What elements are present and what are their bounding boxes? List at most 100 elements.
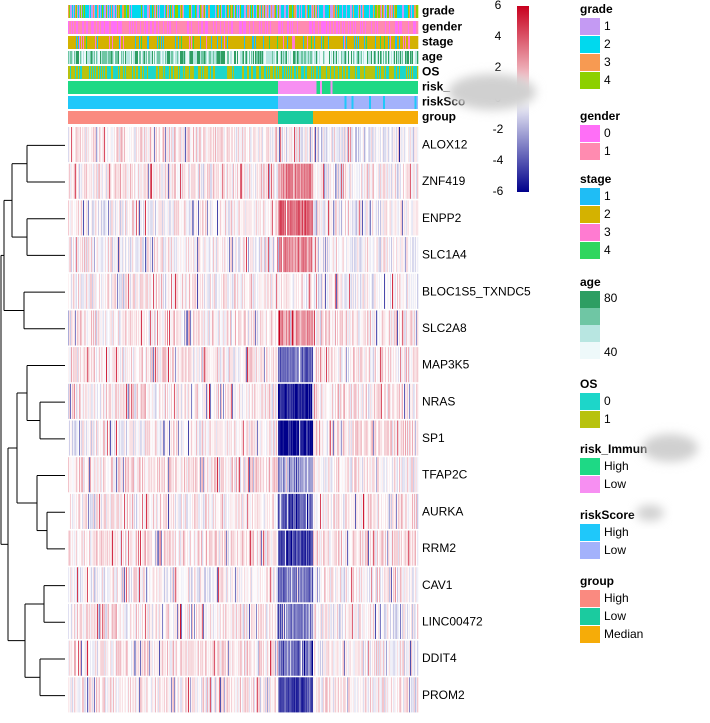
track-cell-OS xyxy=(318,66,320,79)
track-cell-OS xyxy=(128,66,130,79)
track-cell-gender xyxy=(343,21,345,34)
track-cell-OS xyxy=(126,66,128,79)
heatmap-cell xyxy=(148,310,150,346)
track-cell-OS xyxy=(349,66,351,79)
heatmap-cell xyxy=(351,200,353,236)
track-cell-grade xyxy=(79,5,81,18)
heatmap-cell xyxy=(112,127,114,163)
heatmap-cell xyxy=(77,163,79,199)
heatmap-cell xyxy=(301,383,303,419)
heatmap-cell xyxy=(117,383,119,419)
track-cell-age xyxy=(383,51,385,64)
heatmap-cell xyxy=(310,273,312,309)
heatmap-cell xyxy=(226,237,228,273)
heatmap-cell xyxy=(117,273,119,309)
heatmap-cell xyxy=(189,127,191,163)
heatmap-cell xyxy=(385,310,387,346)
track-cell-age xyxy=(287,51,289,64)
heatmap-cell xyxy=(173,127,175,163)
track-cell-gender xyxy=(111,21,113,34)
heatmap-cell xyxy=(334,347,336,383)
heatmap-cell xyxy=(97,457,99,493)
track-cell-age xyxy=(147,51,149,64)
track-cell-stage xyxy=(188,36,190,49)
heatmap-cell xyxy=(169,163,171,199)
heatmap-cell xyxy=(307,310,309,346)
heatmap-cell xyxy=(149,273,151,309)
heatmap-cell xyxy=(361,273,363,309)
track-cell-age xyxy=(347,51,349,64)
heatmap-cell xyxy=(387,237,389,273)
track-cell-grade xyxy=(174,5,176,18)
track-cell-age xyxy=(401,51,403,64)
heatmap-cell xyxy=(330,273,332,309)
track-cell-grade xyxy=(395,5,397,18)
heatmap-cell xyxy=(145,237,147,273)
heatmap-cell xyxy=(135,200,137,236)
heatmap-cell xyxy=(369,163,371,199)
track-cell-grade xyxy=(117,5,119,18)
track-cell-grade xyxy=(319,5,321,18)
heatmap-cell xyxy=(142,383,144,419)
track-cell-stage xyxy=(207,36,209,49)
heatmap-cell xyxy=(288,200,290,236)
heatmap-cell xyxy=(314,310,316,346)
heatmap-cell xyxy=(384,237,386,273)
track-block-group-low xyxy=(278,111,313,124)
heatmap-cell xyxy=(83,237,85,273)
track-cell-stage xyxy=(294,36,296,49)
track-cell-OS xyxy=(355,66,357,79)
heatmap-cell xyxy=(359,347,361,383)
heatmap-cell xyxy=(412,237,414,273)
heatmap-cell xyxy=(174,420,176,456)
track-block-risk_Immune-low xyxy=(278,81,317,94)
heatmap-cell xyxy=(199,127,201,163)
track-cell-age xyxy=(225,51,227,64)
heatmap-cell xyxy=(83,163,85,199)
track-cell-OS xyxy=(75,66,77,79)
heatmap-cell xyxy=(403,383,405,419)
track-cell-stage xyxy=(219,36,221,49)
heatmap-cell xyxy=(167,163,169,199)
heatmap-cell xyxy=(325,310,327,346)
track-cell-OS xyxy=(88,66,90,79)
heatmap-cell xyxy=(232,273,234,309)
track-cell-stage xyxy=(133,36,135,49)
heatmap-cell xyxy=(322,163,324,199)
track-cell-gender xyxy=(97,21,99,34)
track-cell-gender xyxy=(417,21,419,34)
heatmap-cell xyxy=(309,273,311,309)
heatmap-cell xyxy=(100,383,102,419)
heatmap-cell xyxy=(194,237,196,273)
track-cell-grade xyxy=(98,5,100,18)
track-cell-gender xyxy=(388,21,390,34)
heatmap-cell xyxy=(158,127,160,163)
track-cell-age xyxy=(107,51,109,64)
heatmap-cell xyxy=(262,163,264,199)
heatmap-cell xyxy=(290,347,292,383)
track-cell-OS xyxy=(235,66,237,79)
heatmap-cell xyxy=(244,127,246,163)
heatmap-cell xyxy=(130,237,132,273)
heatmap-cell xyxy=(394,200,396,236)
heatmap-cell xyxy=(225,163,227,199)
heatmap-cell xyxy=(178,347,180,383)
heatmap-cell xyxy=(121,273,123,309)
track-cell-OS xyxy=(348,66,350,79)
heatmap-cell xyxy=(228,420,230,456)
heatmap-cell xyxy=(93,237,95,273)
track-cell-OS xyxy=(324,66,326,79)
heatmap-cell xyxy=(369,273,371,309)
track-cell-age xyxy=(377,51,379,64)
track-cell-gender xyxy=(329,21,331,34)
track-cell-gender xyxy=(85,21,87,34)
heatmap-cell xyxy=(282,347,284,383)
heatmap-cell xyxy=(248,127,250,163)
track-cell-stage xyxy=(162,36,164,49)
heatmap-cell xyxy=(206,310,208,346)
heatmap-cell xyxy=(117,163,119,199)
track-cell-grade xyxy=(181,5,183,18)
heatmap-cell xyxy=(150,163,152,199)
heatmap-cell xyxy=(212,273,214,309)
heatmap-cell xyxy=(273,347,275,383)
